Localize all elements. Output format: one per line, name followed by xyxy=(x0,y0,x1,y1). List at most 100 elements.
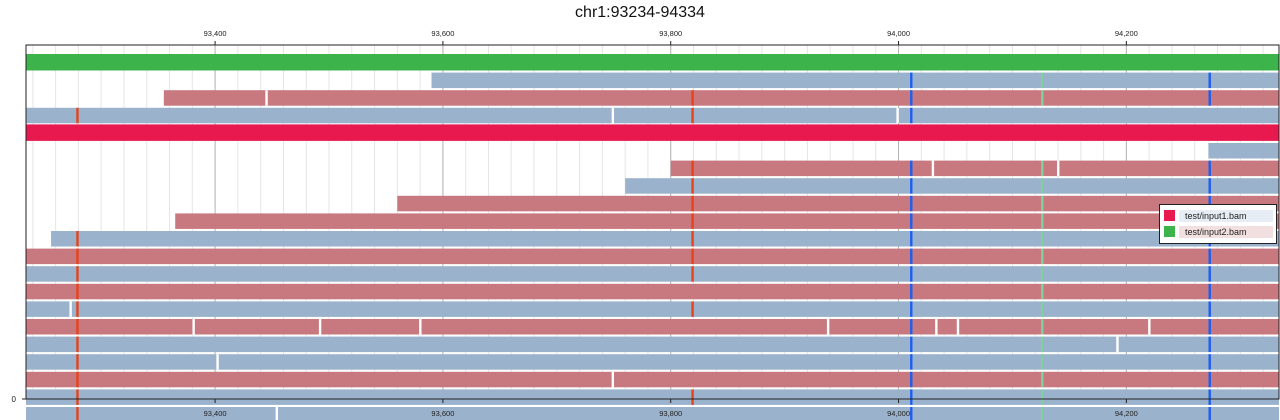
mismatch-C xyxy=(691,160,694,177)
mismatch-A xyxy=(1208,266,1211,282)
mismatch-A xyxy=(910,336,913,353)
read-reverse xyxy=(163,90,1280,106)
legend: test/input1.bam test/input2.bam xyxy=(1159,204,1277,244)
mismatch-C xyxy=(76,248,79,265)
legend-label-input1: test/input1.bam xyxy=(1179,210,1273,222)
mismatch-C xyxy=(76,266,79,282)
read-reverse xyxy=(26,319,1279,335)
mismatch-T xyxy=(1057,160,1060,177)
x-tick-label-top: 94,200 xyxy=(1115,29,1138,38)
mismatch-T xyxy=(611,107,615,124)
mismatch-A xyxy=(910,283,913,300)
x-tick-label-bottom: 94,200 xyxy=(1115,409,1138,418)
read-forward xyxy=(625,178,1279,194)
x-tick-label-bottom: 93,400 xyxy=(204,409,227,418)
read-reverse xyxy=(175,213,1279,229)
mismatch-A xyxy=(910,371,913,388)
read-reverse xyxy=(26,371,1279,388)
mismatch-G xyxy=(1041,319,1044,335)
mismatch-G xyxy=(1041,336,1044,353)
mismatch-A xyxy=(910,248,913,265)
mismatch-C xyxy=(76,107,79,124)
mismatch-T xyxy=(1148,319,1151,335)
read-forward xyxy=(26,354,1279,370)
x-tick-label-top: 93,400 xyxy=(204,29,227,38)
mismatch-C xyxy=(76,319,79,335)
mismatch-G xyxy=(1041,248,1044,265)
mismatch-C xyxy=(76,283,79,300)
read-forward xyxy=(1208,143,1279,159)
mismatch-A xyxy=(1208,301,1211,317)
mismatch-C xyxy=(691,107,694,124)
chart-title: chr1:93234-94334 xyxy=(575,4,705,21)
mismatch-T xyxy=(419,319,422,335)
mismatch-A xyxy=(1208,178,1211,194)
mismatch-G xyxy=(1041,72,1044,89)
mismatch-A xyxy=(910,266,913,282)
read-reverse xyxy=(26,283,1279,300)
mismatch-G xyxy=(1041,178,1044,194)
read-forward xyxy=(26,266,1279,282)
mismatch-C xyxy=(76,336,79,353)
mismatch-A xyxy=(1208,389,1211,405)
mismatch-C xyxy=(76,301,79,317)
x-tick-label-bottom: 93,600 xyxy=(431,409,454,418)
mismatch-A xyxy=(1208,72,1211,89)
mismatch-A xyxy=(910,354,913,370)
mismatch-T xyxy=(935,319,938,335)
mismatch-T xyxy=(1116,336,1119,353)
mismatch-C xyxy=(691,389,694,405)
read-reverse xyxy=(670,160,1279,177)
x-tick-label-top: 93,600 xyxy=(431,29,454,38)
mismatch-T xyxy=(192,319,195,335)
read-forward xyxy=(51,231,1279,247)
y-tick-label: 0 xyxy=(12,395,17,404)
mismatch-A xyxy=(1208,371,1211,388)
mismatch-C xyxy=(691,195,694,212)
mismatch-A xyxy=(910,160,913,177)
mismatch-T xyxy=(931,160,935,177)
mismatch-A xyxy=(910,389,913,405)
x-tick-label-top: 94,000 xyxy=(887,29,910,38)
mismatch-G xyxy=(1041,266,1044,282)
plot-frame xyxy=(25,44,1280,400)
legend-entry-input2: test/input2.bam xyxy=(1164,225,1273,239)
coverage-bar xyxy=(26,124,1279,141)
track-layer xyxy=(26,54,1280,420)
coverage-bar xyxy=(26,54,1279,71)
read-forward xyxy=(26,336,1279,353)
mismatch-layer xyxy=(69,72,1211,420)
mismatch-A xyxy=(910,90,913,106)
mismatch-C xyxy=(76,231,79,247)
mismatch-T xyxy=(896,107,899,124)
mismatch-G xyxy=(1041,301,1044,317)
mismatch-C xyxy=(76,407,79,420)
read-forward xyxy=(431,72,1279,89)
legend-swatch-input1 xyxy=(1164,210,1175,221)
mismatch-C xyxy=(76,354,79,370)
read-reverse xyxy=(26,248,1279,265)
read-reverse xyxy=(397,195,1279,212)
mismatch-C xyxy=(691,266,694,282)
mismatch-T xyxy=(69,301,72,317)
mismatch-A xyxy=(1208,319,1211,335)
mismatch-T xyxy=(216,354,219,370)
mismatch-A xyxy=(910,72,913,89)
mismatch-G xyxy=(1041,213,1044,229)
mismatch-A xyxy=(910,213,913,229)
mismatch-A xyxy=(910,319,913,335)
mismatch-C xyxy=(76,389,79,405)
mismatch-T xyxy=(826,319,830,335)
read-forward xyxy=(26,107,1279,124)
mismatch-T xyxy=(318,319,322,335)
mismatch-G xyxy=(1041,283,1044,300)
mismatch-C xyxy=(76,371,79,388)
mismatch-C xyxy=(691,90,694,106)
read-forward xyxy=(26,389,1279,405)
mismatch-A xyxy=(910,195,913,212)
mismatch-G xyxy=(1041,389,1044,405)
mismatch-A xyxy=(910,231,913,247)
mismatch-T xyxy=(956,319,960,335)
legend-label-input2: test/input2.bam xyxy=(1179,226,1273,238)
